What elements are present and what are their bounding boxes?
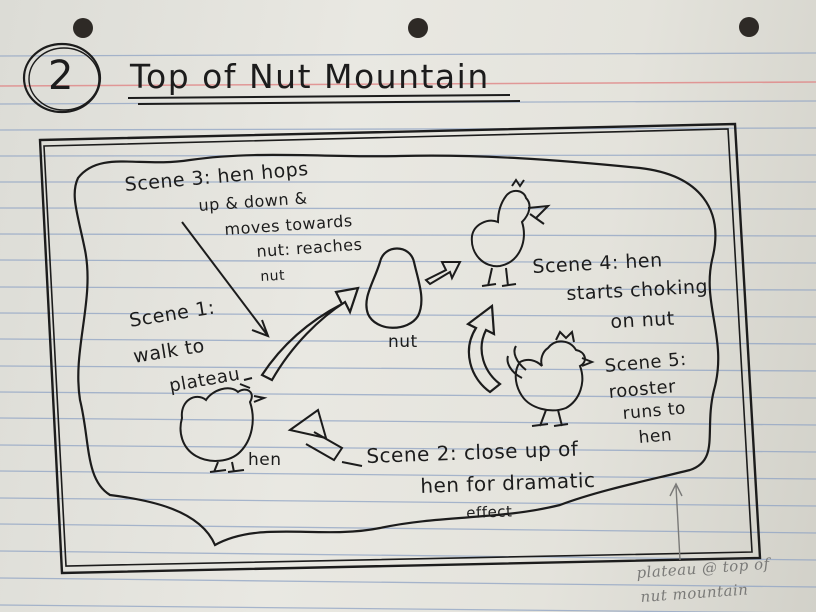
title-underline xyxy=(127,94,521,105)
scene4-line3: on nut xyxy=(609,307,676,333)
page-number: 2 xyxy=(48,53,74,99)
plateau-outline xyxy=(73,153,720,547)
scene5-line4: hen xyxy=(637,425,673,448)
hen-to-rooster-arrow xyxy=(465,303,502,394)
nut-label: nut xyxy=(388,332,418,352)
choking-hen-drawing xyxy=(470,178,551,287)
rooster-drawing xyxy=(506,329,595,427)
scene3-line5: nut xyxy=(259,267,286,285)
hen-label: hen xyxy=(248,450,282,470)
scene3-arrow xyxy=(181,221,270,338)
hen-drawing xyxy=(179,377,268,473)
nut-drawing xyxy=(365,247,423,329)
plateau-pointer xyxy=(669,482,683,561)
margin-line xyxy=(0,81,816,87)
nut-to-hen-arrow xyxy=(424,261,462,286)
camera-closeup-icon xyxy=(287,408,363,467)
walk-path-arrow xyxy=(260,286,360,382)
page-number-circle xyxy=(22,42,102,114)
ruled-lines xyxy=(0,52,816,612)
scene2-line2: hen for dramatic xyxy=(419,467,596,498)
scene-frame xyxy=(38,122,762,575)
scene2-line3: effect xyxy=(465,502,513,522)
page-title: Top of Nut Mountain xyxy=(130,57,490,96)
binder-holes xyxy=(73,17,759,38)
